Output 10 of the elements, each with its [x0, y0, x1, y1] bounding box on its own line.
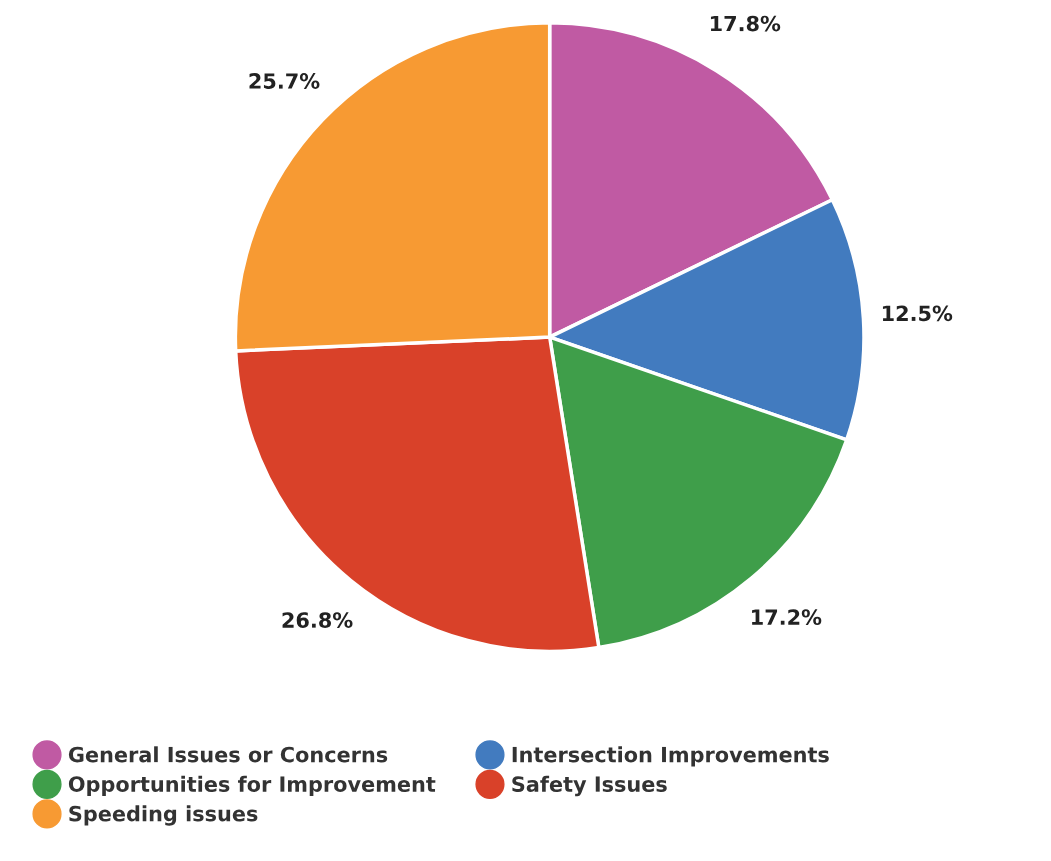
legend-label: Intersection Improvements — [512, 746, 829, 767]
legend-label: General Issues or Concerns — [68, 746, 388, 763]
data-label: 17.2% — [752, 609, 822, 625]
legend-label: Speeding issues — [69, 805, 258, 826]
data-label: 26.8% — [282, 612, 353, 628]
legend-label: Opportunities for Improvement — [68, 775, 436, 796]
data-label: 17.8% — [710, 15, 781, 32]
legend-label: Safety Issues — [512, 775, 667, 797]
data-label: 12.5% — [882, 305, 953, 322]
data-label: 25.7% — [249, 73, 320, 89]
